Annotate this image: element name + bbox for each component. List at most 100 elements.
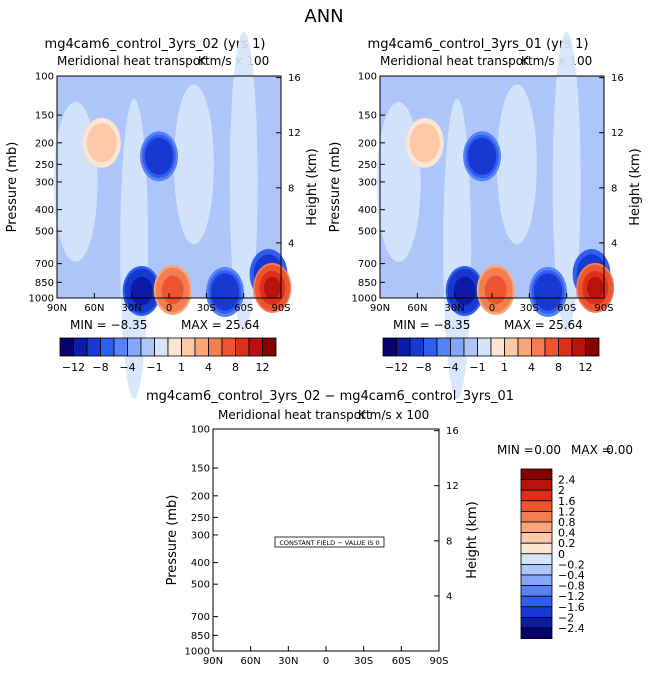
panel-1-colorbar-cell bbox=[59, 337, 74, 357]
diff-panel-pressure-tick-label: 100 bbox=[191, 425, 210, 436]
diff-colorbar-cell bbox=[520, 553, 553, 565]
diff-panel-lat-tick-label: 90N bbox=[203, 656, 223, 667]
panel-1-colorbar-cell bbox=[167, 337, 182, 357]
diff-colorbar-label: −0.4 bbox=[558, 569, 585, 582]
panel-2-colorbar-label: 8 bbox=[555, 361, 562, 374]
panel-2-field-band bbox=[443, 98, 472, 399]
constant-field-box bbox=[274, 536, 385, 548]
panel-2-height-tick-label: 16 bbox=[611, 73, 624, 84]
panel-1-feature-1 bbox=[149, 144, 169, 169]
diff-colorbar-label: 1.2 bbox=[558, 505, 576, 518]
panel-1-pressure-tick-label: 700 bbox=[35, 259, 54, 270]
panel-2-pressure-tick-label: 850 bbox=[358, 278, 377, 289]
panel-1-field-band bbox=[173, 84, 214, 245]
panel-1-pressure-tick-label: 100 bbox=[35, 72, 54, 83]
panel-1-height-tick-label: 12 bbox=[288, 128, 301, 139]
panel-1-colorbar-cell bbox=[140, 337, 155, 357]
panel-1-frame bbox=[56, 75, 282, 299]
diff-panel-pressure-tick-label: 150 bbox=[191, 464, 210, 475]
panel-1-pressure-tick-label: 500 bbox=[35, 227, 54, 238]
panel-1: mg4cam6_control_3yrs_02 (yrs 1) Meridion… bbox=[5, 31, 320, 399]
panel-1-colorbar-cell bbox=[113, 337, 128, 357]
diff-colorbar-label: 0.4 bbox=[558, 527, 576, 540]
panel-1-lat-ticks: 90N 60N 30N 0 30S 60S 90S bbox=[47, 293, 291, 314]
panel-1-colorbar: −12 −8 −4 −1 1 4 8 12 bbox=[59, 337, 277, 374]
panel-2-colorbar-label: 1 bbox=[501, 361, 508, 374]
panel-1-lat-tick-label: 60S bbox=[234, 303, 253, 314]
panel-1-title: mg4cam6_control_3yrs_02 (yrs 1) bbox=[45, 37, 266, 52]
diff-colorbar-label: 2.4 bbox=[558, 474, 576, 487]
diff-colorbar-label: −2.4 bbox=[558, 622, 585, 635]
panel-1-colorbar-cell bbox=[127, 337, 142, 357]
diff-colorbar-cell bbox=[520, 521, 553, 534]
panel-1-field-band bbox=[229, 31, 258, 332]
panel-2-lat-tick-label: 30S bbox=[520, 303, 539, 314]
panel-2-field-band bbox=[552, 31, 581, 332]
panel-2-colorbar-cell bbox=[490, 337, 505, 357]
panel-2-pressure-tick-label: 150 bbox=[358, 111, 377, 122]
panel-2-colorbar-cell bbox=[585, 337, 600, 357]
diff-panel-lat-tick-label: 30N bbox=[278, 656, 298, 667]
diff-panel-lat-ticks: 90N 60N 30N 0 30S 60S 90S bbox=[203, 646, 449, 667]
panel-1-colorbar-cell bbox=[154, 337, 169, 357]
diff-panel-pressure-tick-label: 1000 bbox=[185, 647, 210, 658]
panel-1-pressure-tick-label: 400 bbox=[35, 205, 54, 216]
diff-colorbar-cell bbox=[520, 489, 553, 502]
panel-1-pressure-tick-label: 300 bbox=[35, 177, 54, 188]
panel-1-feature-3 bbox=[163, 278, 182, 302]
diff-colorbar-cell bbox=[520, 564, 553, 576]
panel-2-colorbar-label: 4 bbox=[528, 361, 535, 374]
panel-1-colorbar-label: −12 bbox=[62, 361, 85, 374]
diff-panel-min-value: 0.00 bbox=[534, 443, 561, 457]
panel-2-colorbar-cell bbox=[558, 337, 573, 357]
panel-1-pressure-tick-label: 200 bbox=[35, 138, 54, 149]
panel-1-colorbar-cell bbox=[262, 337, 277, 357]
panel-1-colorbar-label: −4 bbox=[119, 361, 135, 374]
diff-colorbar-label: 0.8 bbox=[558, 516, 576, 529]
panel-1-colorbar-label: 8 bbox=[232, 361, 239, 374]
panel-1-feature-4 bbox=[215, 279, 235, 305]
diff-colorbar-cell bbox=[520, 595, 553, 608]
panel-2-colorbar-cell bbox=[409, 337, 424, 357]
panel-2-pressure-tick-label: 300 bbox=[358, 177, 377, 188]
panel-2-pressure-tick-label: 250 bbox=[358, 160, 377, 171]
panel-2-colorbar-cell bbox=[517, 337, 532, 357]
panel-2-lat-tick-label: 60S bbox=[557, 303, 576, 314]
panel-1-lat-tick-label: 90N bbox=[47, 303, 67, 314]
panel-2-feature-4 bbox=[538, 279, 558, 305]
panel-2-colorbar-cell bbox=[382, 337, 397, 357]
panel-2-pressure-tick-label: 400 bbox=[358, 205, 377, 216]
panel-1-colorbar-label: −1 bbox=[146, 361, 162, 374]
panel-1-feature-6 bbox=[263, 276, 281, 299]
panel-1-lat-tick-label: 60N bbox=[84, 303, 104, 314]
panel-2-pressure-tick-label: 500 bbox=[358, 227, 377, 238]
diff-colorbar-label: 1.6 bbox=[558, 495, 576, 508]
diff-panel-height-ticks: 16 12 8 4 bbox=[434, 426, 459, 602]
panel-2-colorbar-cell bbox=[544, 337, 559, 357]
diff-colorbar-label: 0 bbox=[558, 548, 565, 561]
panel-1-pressure-tick-label: 1000 bbox=[29, 294, 54, 305]
panel-1-colorbar-cell bbox=[181, 337, 196, 357]
panel-1-subtitle: Meridional heat transport bbox=[57, 54, 210, 68]
panel-2-colorbar-cell bbox=[396, 337, 411, 357]
diff-colorbar-label: 2 bbox=[558, 484, 565, 497]
diff-colorbar-label: −2 bbox=[558, 611, 574, 624]
panel-2-feature-1 bbox=[472, 144, 492, 169]
panel-1-colorbar-cell bbox=[73, 337, 88, 357]
panel-1-lat-tick-label: 30S bbox=[197, 303, 216, 314]
panel-2-colorbar-label: −12 bbox=[385, 361, 408, 374]
diff-panel-pressure-tick-label: 500 bbox=[191, 580, 210, 591]
panel-2-field-band bbox=[496, 84, 537, 245]
panel-2-colorbar-cell bbox=[436, 337, 451, 357]
page-title: ANN bbox=[304, 6, 343, 27]
diff-colorbar-label: −0.8 bbox=[558, 580, 585, 593]
diff-panel-height-tick-label: 16 bbox=[446, 426, 459, 437]
panel-1-colorbar-cell bbox=[86, 337, 101, 357]
diff-panel-lat-tick-label: 0 bbox=[323, 656, 329, 667]
diff-colorbar-label: 0.2 bbox=[558, 537, 576, 550]
panel-1-height-tick-label: 4 bbox=[288, 238, 294, 249]
panel-2-colorbar-cell bbox=[463, 337, 478, 357]
panel-1-colorbar-cell bbox=[235, 337, 250, 357]
panel-1-field-band bbox=[120, 98, 149, 399]
panel-2-subtitle: Meridional heat transport bbox=[380, 54, 533, 68]
